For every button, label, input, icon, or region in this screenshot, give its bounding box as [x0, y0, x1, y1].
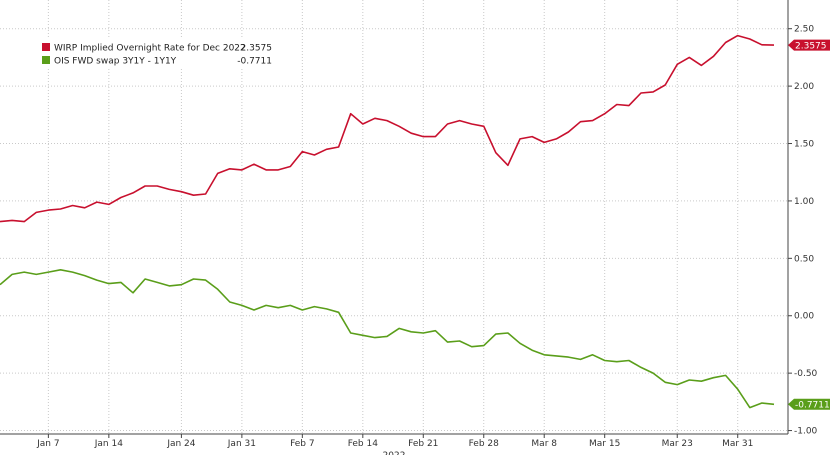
y-tick-label: -0.50	[794, 369, 818, 379]
y-tick-label: -1.00	[794, 427, 818, 437]
x-axis-title: 2022	[383, 451, 406, 455]
last-value-label: 2.3575	[795, 41, 827, 51]
series-line-1	[0, 268, 775, 409]
y-tick-label: 2.00	[794, 82, 814, 92]
y-tick-label: 2.50	[794, 25, 814, 35]
x-tick-label: Jan 24	[166, 439, 195, 449]
y-axis-ticks: 2.50 2.00 1.50 1.00 0.50 0.00 -0.50 -1.00	[788, 25, 818, 437]
y-tick-label: 0.00	[794, 312, 814, 322]
last-value-badge	[788, 39, 830, 51]
x-tick-label: Jan 31	[227, 439, 256, 449]
x-tick-label: Jan 7	[36, 439, 59, 449]
grid	[0, 0, 788, 434]
legend-value-ois: -0.7711	[237, 57, 272, 67]
x-tick-label: Mar 23	[662, 439, 693, 449]
legend-swatch-wirp	[42, 43, 50, 51]
y-tick-label: 1.00	[794, 197, 814, 207]
legend: WIRP Implied Overnight Rate for Dec 2022…	[37, 38, 274, 69]
legend-label-ois: OIS FWD swap 3Y1Y - 1Y1Y	[54, 57, 177, 67]
x-tick-label: Mar 31	[722, 439, 753, 449]
x-tick-label: Jan 14	[94, 439, 123, 449]
legend-background	[37, 38, 274, 69]
y-tick-label: 0.50	[794, 254, 814, 264]
last-value-badge	[788, 398, 830, 410]
x-tick-label: Feb 14	[348, 439, 379, 449]
x-tick-label: Mar 8	[531, 439, 557, 449]
last-value-badges: 2.3575 -0.7711	[788, 39, 830, 410]
legend-value-wirp: 2.3575	[241, 44, 273, 54]
legend-swatch-ois	[42, 56, 50, 64]
x-axis-ticks: Jan 7 Jan 14 Jan 24 Jan 31 Feb 7 Feb 14 Feb 21…	[36, 434, 753, 449]
x-tick-label: Feb 7	[290, 439, 315, 449]
y-tick-label: 1.50	[794, 140, 814, 150]
x-tick-label: Feb 28	[469, 439, 500, 449]
x-tick-label: Feb 21	[408, 439, 438, 449]
last-value-label: -0.7711	[795, 400, 830, 410]
legend-label-wirp: WIRP Implied Overnight Rate for Dec 2022	[54, 44, 246, 54]
series-lines	[0, 34, 775, 409]
series-line-0	[0, 34, 775, 223]
x-tick-label: Mar 15	[589, 439, 620, 449]
